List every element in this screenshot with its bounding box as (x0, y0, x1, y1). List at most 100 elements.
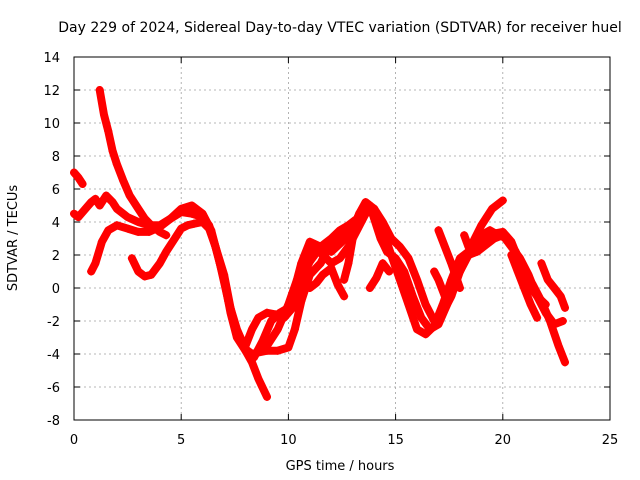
series-s1-trace (70, 191, 271, 401)
data-point (447, 259, 456, 268)
data-point (220, 270, 229, 279)
y-tick-label: -4 (47, 348, 60, 363)
x-tick-label: 20 (495, 433, 512, 448)
series-s10 (365, 259, 394, 292)
data-point (340, 292, 349, 301)
data-point (95, 201, 104, 210)
y-tick-label: 0 (52, 282, 60, 297)
data-point (125, 191, 134, 200)
data-point (262, 308, 271, 317)
data-point (305, 284, 314, 292)
data-point (464, 242, 473, 251)
data-point (533, 313, 542, 322)
data-point (383, 247, 392, 256)
data-point (333, 280, 342, 289)
x-axis-label: GPS time / hours (286, 459, 395, 474)
y-tick-label: -2 (47, 315, 60, 330)
data-point (395, 275, 404, 284)
series-s8 (305, 264, 349, 301)
y-tick-label: 2 (52, 249, 60, 264)
series-s11 (430, 231, 550, 309)
data-point (97, 237, 106, 246)
data-point (385, 267, 394, 276)
data-point (421, 300, 430, 309)
data-point (166, 214, 175, 223)
data-point (262, 341, 271, 350)
data-point (327, 264, 336, 273)
data-point (340, 275, 349, 284)
data-point (140, 214, 149, 223)
data-point (464, 251, 473, 259)
data-point (488, 204, 497, 213)
data-point (543, 275, 552, 284)
series-s15 (537, 259, 569, 312)
data-point (378, 218, 387, 226)
data-point (376, 234, 385, 243)
y-axis-label: SDTVAR / TECUs (6, 185, 21, 292)
data-point (312, 279, 321, 288)
series-s14 (507, 251, 542, 322)
series-s2 (95, 86, 171, 240)
data-point (162, 247, 171, 256)
data-point (104, 127, 113, 136)
data-point (434, 226, 443, 235)
series-s9-trace (340, 218, 364, 284)
data-point (425, 325, 434, 334)
data-point (537, 259, 546, 268)
data-point (108, 147, 117, 156)
data-point (541, 300, 550, 309)
data-point (123, 224, 132, 233)
data-point (87, 267, 96, 276)
data-point (430, 317, 439, 325)
data-point (187, 201, 196, 210)
data-point (391, 254, 400, 263)
data-point (513, 267, 522, 276)
data-point (455, 259, 464, 268)
data-point (104, 226, 113, 235)
data-point (387, 234, 396, 243)
data-point (316, 259, 325, 268)
data-point (134, 267, 143, 276)
data-point (123, 213, 132, 222)
data-point (413, 325, 422, 334)
data-point (258, 336, 267, 345)
data-point (267, 317, 276, 325)
axis-ticks: 0 5 10 15 20 25 -8 -6 -4 -2 0 2 4 6 8 10 12 14 (43, 51, 618, 448)
data-point (430, 267, 439, 276)
data-point (262, 392, 271, 401)
data-point (198, 218, 207, 226)
x-tick-label: 25 (602, 433, 619, 448)
plot-area (70, 86, 569, 401)
x-tick-label: 0 (70, 433, 78, 448)
data-point (102, 191, 111, 200)
data-point (550, 284, 559, 292)
data-point (232, 330, 241, 339)
data-point (481, 241, 490, 250)
data-point (290, 325, 299, 334)
data-point (434, 275, 443, 284)
data-point (460, 231, 469, 240)
data-point (108, 198, 117, 207)
data-point (254, 374, 263, 383)
y-tick-label: -6 (47, 381, 60, 396)
data-point (507, 251, 516, 259)
data-point (378, 259, 387, 268)
series-s13 (460, 231, 473, 251)
data-point (560, 358, 569, 367)
data-point (327, 234, 336, 243)
y-tick-label: 4 (52, 216, 60, 231)
data-point (254, 313, 263, 322)
series-s2-trace (95, 86, 171, 240)
data-point (344, 259, 353, 268)
data-point (250, 353, 259, 362)
data-point (473, 247, 482, 256)
data-point (348, 234, 357, 243)
plot-frame (73, 56, 611, 421)
data-point (372, 274, 381, 283)
x-tick-label: 10 (280, 433, 297, 448)
data-point (438, 308, 447, 317)
data-point (134, 227, 143, 236)
data-point (327, 247, 336, 256)
data-point (365, 284, 374, 292)
